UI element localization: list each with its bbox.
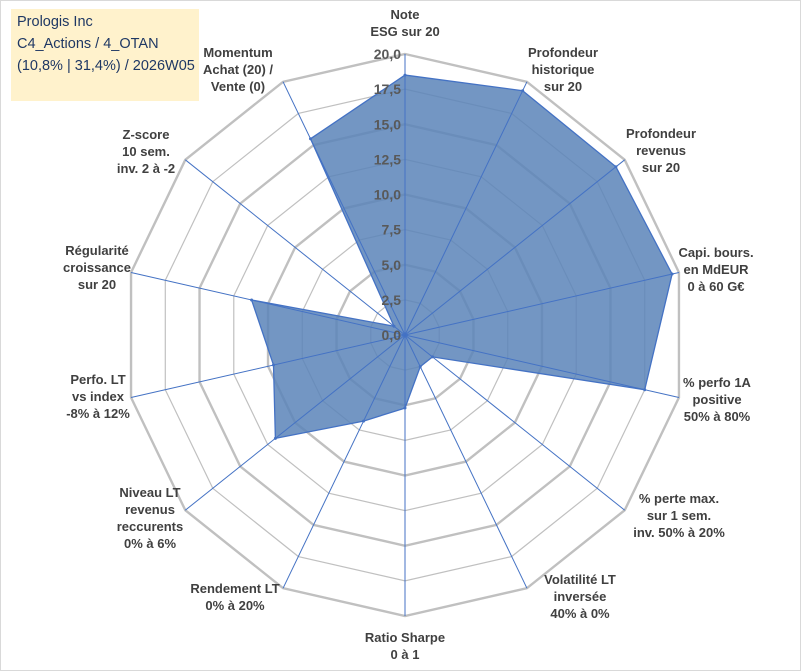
axis-spoke xyxy=(184,334,406,511)
performance-label: (10,8% | 31,4%) / 2026W05 xyxy=(17,58,195,74)
data-point xyxy=(670,272,674,276)
tick-label: 20,0 xyxy=(374,46,401,62)
tick-label: 15,0 xyxy=(374,116,401,132)
data-point xyxy=(392,324,396,328)
axis-spoke xyxy=(404,81,528,336)
series-area xyxy=(250,74,673,440)
category-label: Niveau LT revenus reccurents 0% à 6% xyxy=(117,485,183,551)
tick-label: 7,5 xyxy=(382,222,402,238)
category-label: Profondeur historique sur 20 xyxy=(528,45,598,94)
axis-spoke xyxy=(404,271,680,336)
category-label: Ratio Sharpe 0 à 1 xyxy=(365,630,445,662)
category-label: % perfo 1A positive 50% à 80% xyxy=(683,375,752,424)
company-name: Prologis Inc xyxy=(17,14,93,30)
data-point xyxy=(273,436,277,440)
data-point xyxy=(614,165,618,169)
category-label: Régularité croissance sur 20 xyxy=(63,243,131,292)
axis-spoke xyxy=(184,159,406,336)
category-label: Momentum Achat (20) / Vente (0) xyxy=(203,45,273,94)
tick-label: 10,0 xyxy=(374,187,401,203)
data-point xyxy=(418,365,422,369)
data-point xyxy=(521,89,525,93)
data-point xyxy=(403,406,407,410)
axis-spoke xyxy=(130,334,406,399)
axis-spoke xyxy=(404,334,680,399)
axis-spoke xyxy=(282,334,406,589)
category-label: % perte max. sur 1 sem. inv. 50% à 20% xyxy=(633,491,725,540)
tick-label: 2,5 xyxy=(382,292,402,308)
data-point xyxy=(272,363,276,367)
data-point xyxy=(309,137,313,141)
axis-spoke xyxy=(404,334,528,589)
axis-spoke xyxy=(130,271,406,336)
portfolio-label: C4_Actions / 4_OTAN xyxy=(17,36,159,52)
tick-label: 5,0 xyxy=(382,257,402,273)
category-label: Volatilité LT inversée 40% à 0% xyxy=(544,572,616,621)
category-label: Profondeur revenus sur 20 xyxy=(626,126,696,175)
data-point xyxy=(362,419,366,423)
axis-spoke xyxy=(404,159,626,336)
data-point xyxy=(250,298,254,302)
category-label: Note ESG sur 20 xyxy=(370,7,439,39)
tick-label: 0,0 xyxy=(382,327,402,343)
chart-title-box: Prologis Inc C4_Actions / 4_OTAN (10,8% … xyxy=(11,9,199,101)
data-point xyxy=(403,73,407,77)
axis-spoke xyxy=(282,81,406,336)
axis-spoke xyxy=(404,334,626,511)
tick-label: 17,5 xyxy=(374,81,401,97)
data-point xyxy=(643,388,647,392)
category-label: Rendement LT 0% à 20% xyxy=(190,581,279,613)
category-label: Capi. bours. en MdEUR 0 à 60 G€ xyxy=(678,245,753,294)
data-point xyxy=(430,355,434,359)
tick-label: 12,5 xyxy=(374,151,401,167)
category-label: Z-score 10 sem. inv. 2 à -2 xyxy=(117,127,175,176)
category-label: Perfo. LT vs index -8% à 12% xyxy=(66,372,130,421)
